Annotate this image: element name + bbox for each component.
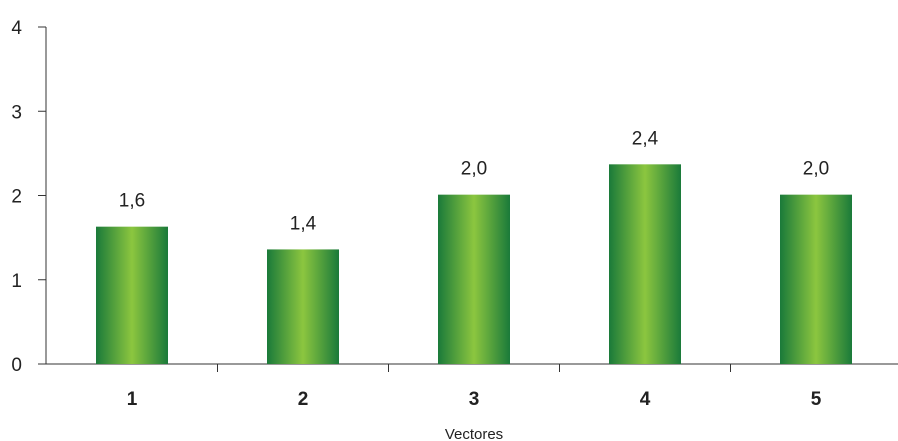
data-labels-group: 1,6 1,4 2,0 2,4 2,0 [119, 128, 829, 234]
bar-3 [438, 194, 510, 364]
data-label-2: 1,4 [290, 213, 317, 234]
data-label-5: 2,0 [803, 159, 829, 180]
x-axis: 1 2 3 4 5 [38, 363, 898, 410]
y-tick-label: 0 [11, 355, 22, 376]
data-label-4: 2,4 [632, 128, 659, 149]
bars-group [96, 164, 852, 364]
y-tick-label: 4 [11, 18, 22, 39]
bar-2 [267, 249, 339, 364]
y-tick-label: 3 [11, 102, 22, 123]
x-tick-label: 5 [811, 389, 822, 410]
y-axis: 0 1 2 3 4 [11, 18, 47, 376]
y-tick-label: 2 [11, 187, 22, 208]
x-tick-label: 1 [127, 389, 138, 410]
y-tick-label: 1 [11, 271, 22, 292]
bar-1 [96, 226, 168, 364]
x-tick-label: 4 [640, 389, 651, 410]
x-tick-label: 3 [469, 389, 480, 410]
bar-4 [609, 164, 681, 364]
bar-5 [780, 194, 852, 364]
x-tick-label: 2 [298, 389, 309, 410]
x-axis-title: Vectores [445, 426, 503, 441]
data-label-1: 1,6 [119, 191, 145, 212]
data-label-3: 2,0 [461, 159, 487, 180]
